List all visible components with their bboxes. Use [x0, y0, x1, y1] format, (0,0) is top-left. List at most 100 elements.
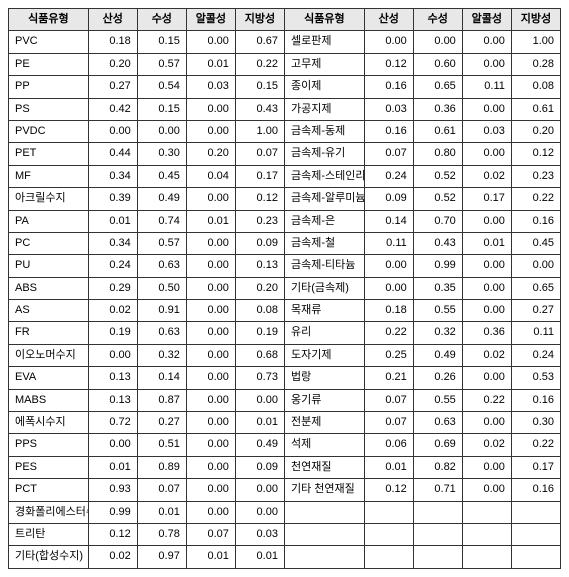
- row-value: [462, 523, 511, 545]
- row-value: 0.16: [364, 120, 413, 142]
- row-value: 0.12: [364, 53, 413, 75]
- row-value: 0.49: [235, 434, 284, 456]
- row-value: 1.00: [235, 120, 284, 142]
- row-value: 0.20: [235, 277, 284, 299]
- row-value: 0.73: [235, 367, 284, 389]
- row-value: [462, 546, 511, 568]
- row-value: 0.00: [186, 412, 235, 434]
- header-col2-2: 수성: [413, 9, 462, 31]
- row-value: 0.13: [88, 367, 137, 389]
- row-value: 0.01: [186, 53, 235, 75]
- row-value: 0.89: [137, 456, 186, 478]
- table-row: 아크릴수지0.390.490.000.12금속제-알루미늄0.090.520.1…: [9, 188, 561, 210]
- row-value: 0.00: [462, 367, 511, 389]
- row-value: [413, 501, 462, 523]
- row-label: PP: [9, 76, 89, 98]
- row-value: 0.08: [235, 300, 284, 322]
- row-value: [511, 501, 560, 523]
- row-value: 0.43: [413, 232, 462, 254]
- table-row: PVC0.180.150.000.67셀로판제0.000.000.001.00: [9, 31, 561, 53]
- row-value: 0.12: [88, 523, 137, 545]
- row-label: 기타(합성수지): [9, 546, 89, 568]
- row-value: 0.00: [462, 479, 511, 501]
- row-value: 0.22: [235, 53, 284, 75]
- row-label: PVDC: [9, 120, 89, 142]
- table-row: 경화폴리에스터수지0.990.010.000.00: [9, 501, 561, 523]
- row-value: 0.82: [413, 456, 462, 478]
- row-value: 0.00: [186, 434, 235, 456]
- row-value: 0.11: [511, 322, 560, 344]
- row-value: 0.50: [137, 277, 186, 299]
- row-value: 0.42: [88, 98, 137, 120]
- row-label: 가공지제: [284, 98, 364, 120]
- row-label: 이오노머수지: [9, 344, 89, 366]
- row-value: 0.91: [137, 300, 186, 322]
- row-value: 0.36: [462, 322, 511, 344]
- row-label: 옹기류: [284, 389, 364, 411]
- table-row: AS0.020.910.000.08목재류0.180.550.000.27: [9, 300, 561, 322]
- row-value: 0.00: [511, 255, 560, 277]
- row-value: 0.52: [413, 165, 462, 187]
- table-row: PPS0.000.510.000.49석제0.060.690.020.22: [9, 434, 561, 456]
- row-value: 0.22: [511, 434, 560, 456]
- table-row: PP0.270.540.030.15종이제0.160.650.110.08: [9, 76, 561, 98]
- row-value: 0.12: [511, 143, 560, 165]
- row-label: 전분제: [284, 412, 364, 434]
- row-value: 0.23: [235, 210, 284, 232]
- row-value: 0.00: [186, 322, 235, 344]
- row-label: PCT: [9, 479, 89, 501]
- row-value: 0.18: [364, 300, 413, 322]
- row-value: 0.49: [413, 344, 462, 366]
- row-label: 금속제-동제: [284, 120, 364, 142]
- table-row: PS0.420.150.000.43가공지제0.030.360.000.61: [9, 98, 561, 120]
- row-value: 0.97: [137, 546, 186, 568]
- row-label: [284, 501, 364, 523]
- row-value: 0.21: [364, 367, 413, 389]
- row-label: PC: [9, 232, 89, 254]
- row-label: 천연재질: [284, 456, 364, 478]
- row-value: 0.80: [413, 143, 462, 165]
- row-label: MF: [9, 165, 89, 187]
- row-value: 0.57: [137, 232, 186, 254]
- row-value: 0.00: [88, 120, 137, 142]
- row-label: 아크릴수지: [9, 188, 89, 210]
- row-value: 0.07: [137, 479, 186, 501]
- row-label: 금속제-유기: [284, 143, 364, 165]
- row-value: 0.22: [364, 322, 413, 344]
- row-value: 0.01: [137, 501, 186, 523]
- row-value: 0.93: [88, 479, 137, 501]
- row-value: 0.00: [235, 389, 284, 411]
- table-row: EVA0.130.140.000.73법랑0.210.260.000.53: [9, 367, 561, 389]
- row-value: 0.00: [186, 98, 235, 120]
- row-value: 1.00: [511, 31, 560, 53]
- row-value: [511, 523, 560, 545]
- row-value: 0.00: [186, 31, 235, 53]
- row-value: 0.16: [511, 479, 560, 501]
- row-value: 0.32: [413, 322, 462, 344]
- row-value: 0.20: [186, 143, 235, 165]
- row-value: 0.00: [186, 344, 235, 366]
- row-value: 0.00: [462, 456, 511, 478]
- row-value: 0.00: [137, 120, 186, 142]
- row-value: 0.02: [88, 300, 137, 322]
- row-label: 목재류: [284, 300, 364, 322]
- row-value: 0.24: [511, 344, 560, 366]
- table-row: PC0.340.570.000.09금속제-철0.110.430.010.45: [9, 232, 561, 254]
- row-value: 0.09: [235, 232, 284, 254]
- row-value: 0.65: [511, 277, 560, 299]
- header-type-2: 식품유형: [284, 9, 364, 31]
- row-value: 0.55: [413, 300, 462, 322]
- row-label: 유리: [284, 322, 364, 344]
- row-value: 0.29: [88, 277, 137, 299]
- row-value: 0.00: [462, 210, 511, 232]
- row-label: PVC: [9, 31, 89, 53]
- header-col1-1: 산성: [88, 9, 137, 31]
- row-value: 0.03: [462, 120, 511, 142]
- row-value: 0.00: [462, 412, 511, 434]
- row-value: 0.00: [462, 98, 511, 120]
- row-label: ABS: [9, 277, 89, 299]
- row-value: 0.01: [235, 412, 284, 434]
- header-col3-2: 알콜성: [462, 9, 511, 31]
- row-value: 0.16: [511, 389, 560, 411]
- row-value: 0.20: [88, 53, 137, 75]
